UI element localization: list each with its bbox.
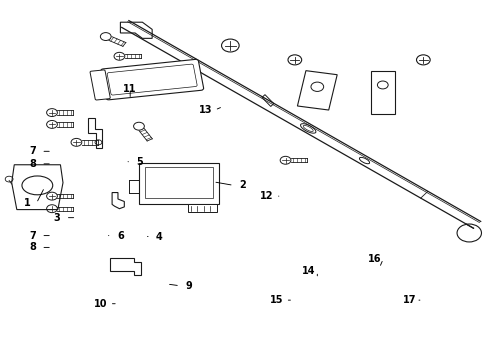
Text: 13: 13 [199,105,213,115]
Text: 8: 8 [29,242,36,252]
FancyBboxPatch shape [371,71,394,114]
Text: 3: 3 [53,213,60,222]
Text: 4: 4 [156,232,163,242]
FancyBboxPatch shape [139,163,220,204]
Text: 16: 16 [368,254,381,264]
Text: 7: 7 [29,146,36,156]
Text: 6: 6 [117,231,124,240]
FancyBboxPatch shape [145,167,213,198]
Text: 1: 1 [24,198,31,208]
Text: 11: 11 [123,84,137,94]
FancyBboxPatch shape [107,64,197,95]
Text: 8: 8 [29,159,36,169]
FancyBboxPatch shape [90,70,110,100]
Text: 9: 9 [185,281,192,291]
Text: 2: 2 [239,180,246,190]
FancyBboxPatch shape [297,71,337,110]
Text: 17: 17 [403,295,417,305]
FancyBboxPatch shape [100,59,204,100]
Text: 5: 5 [137,157,143,167]
Text: 15: 15 [270,295,284,305]
Text: 7: 7 [29,231,36,240]
FancyBboxPatch shape [188,204,217,212]
Text: 10: 10 [94,299,108,309]
Text: 14: 14 [302,266,315,276]
Text: 12: 12 [260,191,274,201]
